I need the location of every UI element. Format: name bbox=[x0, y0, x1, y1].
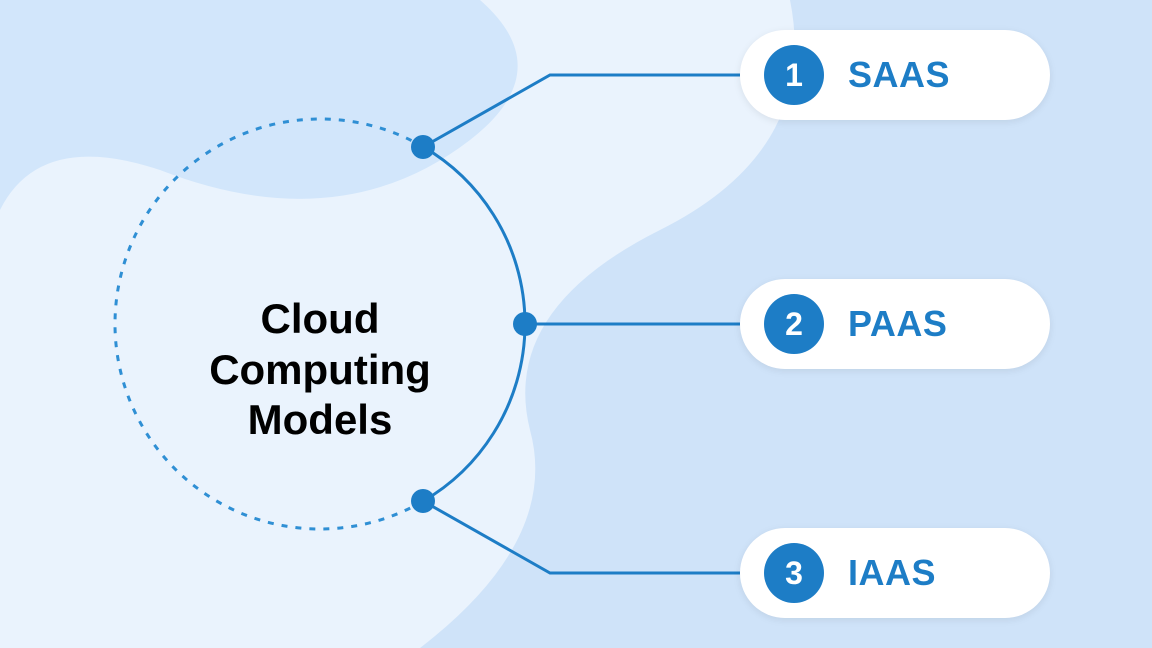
pill-number: 3 bbox=[764, 543, 824, 603]
center-title-text: Cloud Computing Models bbox=[209, 295, 431, 443]
center-title: Cloud Computing Models bbox=[115, 244, 525, 446]
pill-label: IAAS bbox=[848, 552, 936, 594]
pill-number: 1 bbox=[764, 45, 824, 105]
connector-node-1 bbox=[411, 135, 435, 159]
pill-label: PAAS bbox=[848, 303, 947, 345]
pill-number: 2 bbox=[764, 294, 824, 354]
connector-node-3 bbox=[411, 489, 435, 513]
pill-label: SAAS bbox=[848, 54, 950, 96]
model-pill-saas: 1 SAAS bbox=[740, 30, 1050, 120]
model-pill-paas: 2 PAAS bbox=[740, 279, 1050, 369]
model-pill-iaas: 3 IAAS bbox=[740, 528, 1050, 618]
